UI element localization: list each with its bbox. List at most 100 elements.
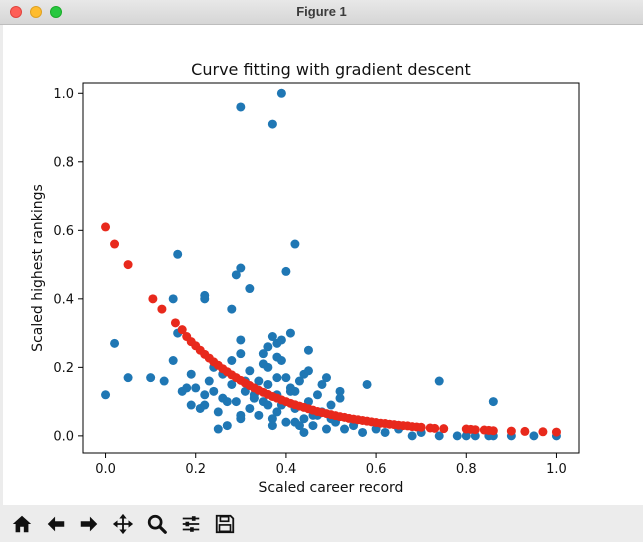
data-point (358, 427, 368, 437)
data-point (272, 407, 282, 417)
y-tick-label: 0.6 (53, 224, 74, 239)
data-point (213, 407, 223, 417)
data-point (231, 397, 241, 407)
data-point (231, 270, 241, 280)
data-point (285, 328, 295, 338)
data-point (263, 379, 273, 389)
data-point (227, 379, 237, 389)
data-point (236, 335, 246, 345)
magnifier-icon (147, 514, 167, 534)
data-point (168, 356, 178, 365)
figure-canvas[interactable]: Curve fitting with gradient descent 0.0 0… (3, 25, 643, 505)
data-point (200, 294, 210, 304)
data-point (326, 400, 336, 410)
data-point (209, 386, 219, 396)
fit-point (520, 426, 530, 436)
fit-point (123, 260, 133, 270)
data-point (434, 376, 444, 386)
fit-point (157, 304, 167, 314)
data-point (110, 338, 120, 348)
data-point (272, 352, 282, 362)
pan-button[interactable] (109, 510, 137, 538)
y-axis-label: Scaled highest rankings (30, 184, 46, 352)
data-point (321, 424, 331, 434)
data-point (299, 414, 309, 424)
data-point (258, 349, 268, 359)
minimize-window-button[interactable] (30, 6, 42, 18)
zoom-button[interactable] (143, 510, 171, 538)
x-axis: 0.0 0.2 0.4 0.6 0.8 1.0 (95, 453, 567, 477)
data-point (362, 379, 372, 389)
x-tick-label: 0.0 (95, 462, 116, 477)
data-point (159, 376, 169, 386)
data-point (245, 284, 255, 294)
data-point (236, 263, 246, 273)
x-tick-label: 0.6 (366, 462, 387, 477)
data-point (294, 421, 304, 431)
navigation-toolbar (0, 505, 643, 542)
data-point (146, 373, 156, 383)
data-point (276, 88, 286, 98)
fit-point (170, 318, 180, 328)
arrow-left-icon (47, 516, 65, 532)
data-point (308, 421, 318, 431)
data-point (168, 294, 178, 304)
data-point (191, 383, 201, 393)
data-point (303, 345, 313, 355)
data-point (222, 397, 232, 407)
data-point (267, 414, 277, 424)
home-button[interactable] (8, 510, 36, 538)
plot-area (82, 82, 580, 454)
data-point (407, 431, 417, 441)
data-point (272, 373, 282, 383)
data-point (254, 376, 264, 386)
y-tick-label: 1.0 (53, 87, 74, 102)
data-point (236, 410, 246, 420)
x-tick-label: 0.2 (185, 462, 206, 477)
data-point (290, 386, 300, 396)
data-point (461, 431, 471, 441)
data-point (267, 119, 277, 129)
data-point (245, 403, 255, 413)
forward-button[interactable] (75, 510, 103, 538)
data-point (488, 397, 498, 407)
fit-point (177, 325, 187, 335)
data-point (290, 239, 300, 249)
fit-point (101, 222, 111, 232)
maximize-window-button[interactable] (50, 6, 62, 18)
sliders-icon (182, 516, 200, 532)
y-tick-label: 0.4 (53, 292, 74, 307)
fit-point (488, 426, 498, 436)
data-point (123, 373, 133, 383)
y-tick-label: 0.0 (53, 429, 74, 444)
x-tick-label: 0.4 (276, 462, 297, 477)
data-point (321, 373, 331, 383)
fit-point (439, 424, 449, 434)
x-axis-label: Scaled career record (259, 480, 404, 496)
save-button[interactable] (211, 510, 239, 538)
data-point (263, 342, 273, 352)
data-point (335, 386, 345, 396)
data-point (254, 410, 264, 420)
chart-title: Curve fitting with gradient descent (191, 60, 471, 79)
fit-point (470, 425, 480, 435)
data-point (186, 369, 196, 379)
close-window-button[interactable] (10, 6, 22, 18)
data-point (227, 356, 237, 365)
data-point (101, 390, 111, 400)
data-point (470, 431, 480, 441)
data-point (173, 249, 183, 259)
move-icon (112, 513, 134, 535)
data-point (317, 379, 327, 389)
back-button[interactable] (42, 510, 70, 538)
data-point (303, 366, 313, 376)
scatter-series-fit (101, 222, 561, 437)
data-point (281, 417, 291, 427)
fit-point (430, 423, 440, 433)
fit-point (538, 427, 548, 437)
configure-subplots-button[interactable] (177, 510, 205, 538)
data-point (380, 427, 390, 437)
data-point (294, 376, 304, 386)
window-titlebar: Figure 1 (0, 0, 643, 25)
x-tick-label: 0.8 (456, 462, 477, 477)
